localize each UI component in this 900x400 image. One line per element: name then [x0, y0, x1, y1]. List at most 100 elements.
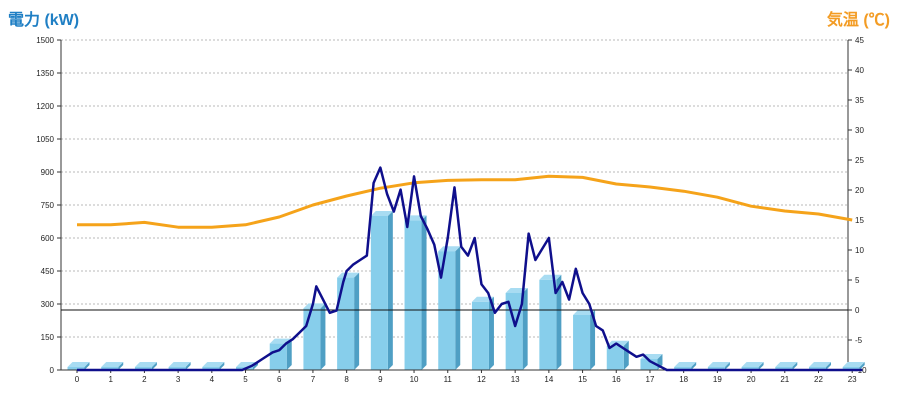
x-tick-label: 21 — [780, 375, 789, 384]
bar — [707, 367, 725, 370]
bar — [438, 251, 456, 370]
bar-side — [354, 272, 360, 370]
bar-top — [134, 362, 157, 367]
x-tick-label: 2 — [142, 375, 147, 384]
bar-top — [741, 362, 764, 367]
x-tick-label: 3 — [176, 375, 181, 384]
bar — [741, 367, 759, 370]
left-tick-label: 450 — [41, 267, 55, 276]
bar — [606, 345, 624, 370]
left-tick-label: 150 — [41, 333, 55, 342]
x-tick-label: 8 — [344, 375, 349, 384]
left-tick-label: 1350 — [36, 69, 54, 78]
bar — [134, 367, 152, 370]
x-tick-label: 14 — [544, 375, 553, 384]
left-axis-title: 電力 (kW) — [8, 12, 80, 29]
bar — [404, 220, 422, 370]
left-tick-label: 600 — [41, 234, 55, 243]
x-tick-label: 13 — [511, 375, 520, 384]
bar-top — [573, 310, 596, 315]
bar-side — [691, 362, 697, 370]
bar-side — [387, 211, 393, 370]
bar — [101, 367, 119, 370]
x-tick-label: 4 — [210, 375, 215, 384]
x-tick-label: 22 — [814, 375, 823, 384]
bar-top — [67, 362, 90, 367]
right-tick-label: 35 — [855, 96, 864, 105]
x-tick-label: 0 — [75, 375, 80, 384]
bar-top — [438, 246, 461, 252]
right-tick-label: 40 — [855, 66, 864, 75]
right-tick-label: 20 — [855, 186, 864, 195]
x-tick-label: 1 — [108, 375, 113, 384]
x-tick-label: 11 — [444, 375, 453, 384]
bar-top — [707, 362, 730, 367]
x-tick-label: 23 — [848, 375, 857, 384]
x-tick-label: 18 — [679, 375, 688, 384]
right-tick-label: 10 — [855, 246, 864, 255]
x-tick-label: 17 — [646, 375, 655, 384]
bar-side — [84, 362, 90, 370]
bar-top — [337, 272, 360, 278]
bar — [202, 367, 220, 370]
right-tick-label: -5 — [855, 336, 863, 345]
bar-side — [758, 362, 764, 370]
bar-top — [370, 211, 393, 216]
left-tick-label: 300 — [41, 300, 55, 309]
bar — [674, 367, 692, 370]
x-tick-label: 15 — [578, 375, 587, 384]
bar-side — [724, 362, 730, 370]
right-tick-label: 30 — [855, 126, 864, 135]
bar — [269, 343, 287, 370]
bar-top — [471, 296, 494, 302]
right-tick-label: 0 — [855, 306, 860, 315]
bar-side — [421, 215, 427, 370]
bar-top — [674, 362, 697, 367]
left-tick-label: 900 — [41, 168, 55, 177]
left-tick-label: 750 — [41, 201, 55, 210]
right-tick-label: 15 — [855, 216, 864, 225]
right-axis-title: 気温 (℃) — [826, 12, 890, 29]
bar-side — [185, 362, 191, 370]
bar — [303, 308, 321, 370]
bar — [573, 315, 591, 370]
bar — [337, 277, 355, 370]
right-tick-label: 25 — [855, 156, 864, 165]
bar-top — [101, 362, 124, 367]
bar-side — [219, 362, 225, 370]
left-tick-label: 1050 — [36, 135, 54, 144]
bar-side — [792, 362, 798, 370]
bar-side — [151, 362, 157, 370]
x-tick-label: 12 — [477, 375, 486, 384]
temperature-line — [77, 174, 853, 229]
bar-side — [623, 340, 629, 370]
bar — [370, 216, 388, 370]
bar-side — [118, 362, 124, 370]
bar-side — [825, 362, 831, 370]
bar — [67, 367, 85, 370]
bar-top — [168, 362, 191, 367]
bar-side — [590, 310, 596, 370]
power-line — [77, 166, 863, 372]
left-tick-label: 0 — [50, 366, 55, 375]
x-tick-label: 6 — [277, 375, 282, 384]
bar-side — [556, 274, 562, 370]
bar — [842, 367, 860, 370]
bar-side — [522, 288, 528, 370]
bar — [168, 367, 186, 370]
bar-top — [808, 362, 831, 367]
bar-top — [202, 362, 225, 367]
bar-side — [455, 246, 461, 370]
bar-top — [303, 303, 326, 309]
bar — [471, 301, 489, 370]
bar-side — [859, 362, 865, 370]
x-tick-label: 7 — [311, 375, 316, 384]
bar-side — [320, 303, 326, 370]
right-tick-label: 45 — [855, 36, 864, 45]
bar — [775, 367, 793, 370]
right-tick-label: 5 — [855, 276, 860, 285]
bar-top — [842, 362, 865, 367]
x-tick-label: 19 — [713, 375, 722, 384]
x-tick-label: 20 — [747, 375, 756, 384]
